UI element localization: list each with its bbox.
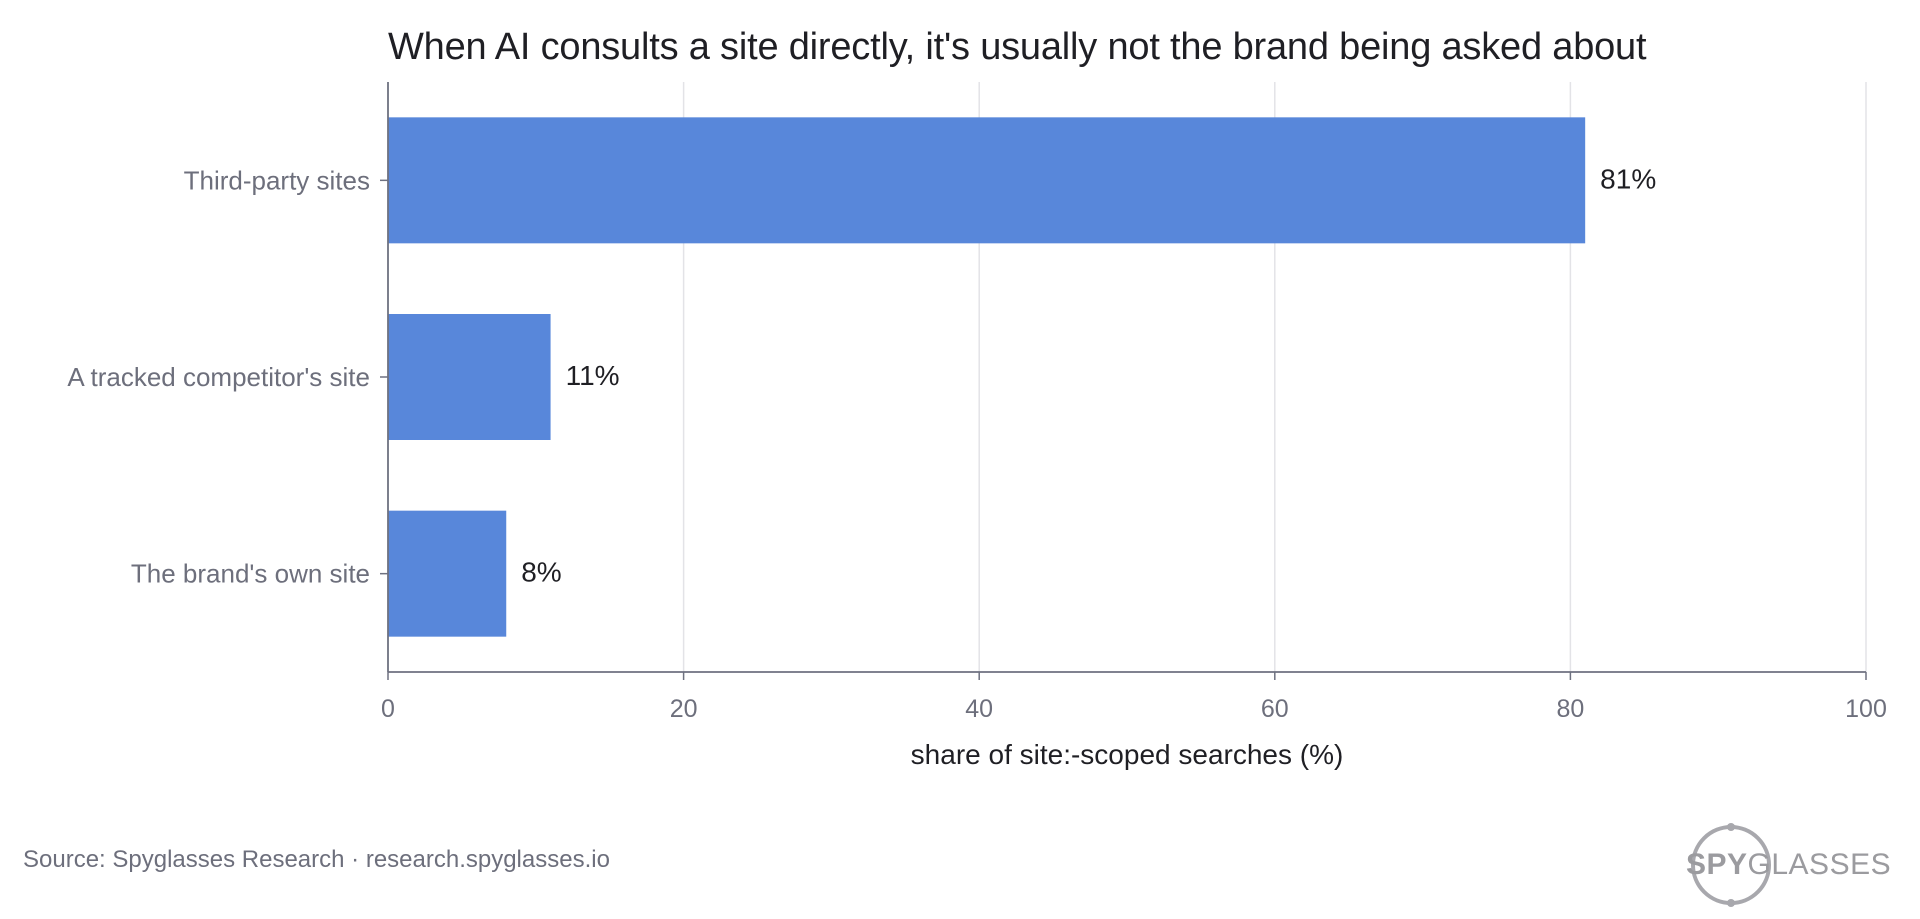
- bars: [388, 117, 1586, 637]
- logo-text-light: GLASSES: [1747, 848, 1892, 881]
- x-tick-label: 80: [1556, 695, 1584, 723]
- x-tick-label: 0: [381, 695, 395, 723]
- data-label: 8%: [521, 557, 561, 588]
- chart-title: When AI consults a site directly, it's u…: [388, 26, 1647, 68]
- bar: [388, 117, 1586, 244]
- x-tick-label: 40: [965, 695, 993, 723]
- logo-text: SPYGLASSES: [1686, 820, 1891, 910]
- data-label: 81%: [1600, 163, 1656, 194]
- category-label: Third-party sites: [184, 165, 370, 195]
- bar: [388, 510, 507, 637]
- source-note: Source: Spyglasses Research · research.s…: [23, 846, 610, 873]
- spyglasses-logo: SPYGLASSES: [1686, 820, 1906, 910]
- bar-chart: 0 20 40 60 80 100 Third-party sites 81% A tracke…: [67, 82, 1887, 770]
- data-label: 11%: [566, 360, 620, 391]
- category-label: The brand's own site: [131, 559, 370, 589]
- x-tick-label: 100: [1845, 695, 1887, 723]
- x-tick-label: 20: [670, 695, 698, 723]
- axes: [380, 82, 1867, 680]
- logo-ring-icon: [1691, 823, 1771, 907]
- category-label: A tracked competitor's site: [67, 362, 370, 392]
- x-axis-title: share of site:-scoped searches (%): [911, 739, 1344, 770]
- logo-text-bold: SPY: [1686, 848, 1748, 881]
- x-tick-label: 60: [1261, 695, 1289, 723]
- bar: [388, 314, 551, 440]
- labels: 0 20 40 60 80 100 Third-party sites 81% A tracke…: [67, 163, 1887, 770]
